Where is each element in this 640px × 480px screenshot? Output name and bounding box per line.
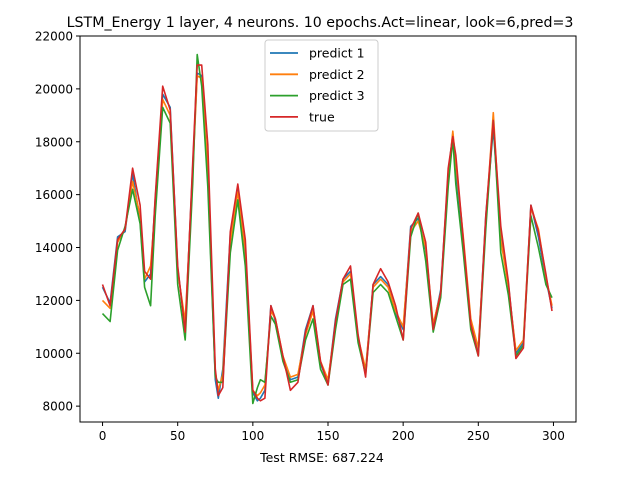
x-tick-label: 150 [317,429,340,443]
y-axis: 8000 10000 12000 14000 16000 18000 20000 22000 [35,30,80,414]
legend-label-predict-2: predict 2 [309,67,365,82]
series-layer [101,53,553,405]
x-tick-label: 200 [392,429,415,443]
x-axis-label: Test RMSE: 687.224 [259,450,384,465]
legend-label-true: true [309,109,335,124]
x-tick-label: 50 [170,429,185,443]
y-tick-label: 22000 [35,30,73,44]
x-tick-label: 250 [467,429,490,443]
x-tick-label: 300 [542,429,565,443]
x-tick-label: 0 [99,429,107,443]
y-tick-label: 18000 [35,135,73,149]
y-tick-label: 20000 [35,82,73,96]
x-axis: 0 50 100 150 200 250 300 [99,422,565,443]
y-tick-label: 14000 [35,241,73,255]
series-line-true [101,64,553,402]
series-line-predict-3 [101,53,553,405]
chart-title: LSTM_Energy 1 layer, 4 neurons. 10 epoch… [67,15,574,31]
y-tick-label: 16000 [35,188,73,202]
legend: predict 1 predict 2 predict 3 true [264,39,379,132]
legend-box [264,39,379,132]
y-tick-label: 10000 [35,347,73,361]
legend-label-predict-1: predict 1 [309,46,365,61]
x-tick-label: 100 [241,429,264,443]
y-tick-label: 12000 [35,294,73,308]
y-tick-label: 8000 [42,400,73,414]
legend-label-predict-3: predict 3 [309,88,365,103]
